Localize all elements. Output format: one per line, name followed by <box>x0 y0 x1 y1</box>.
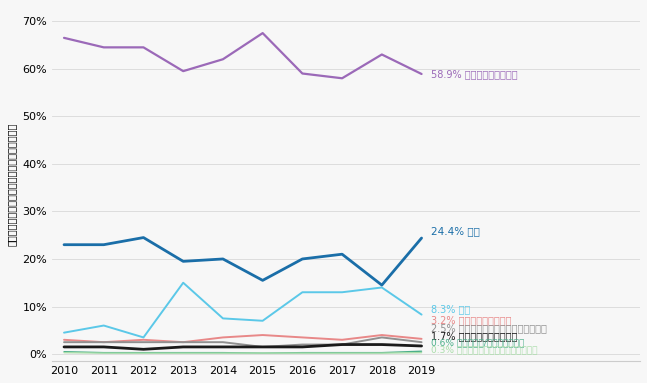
Text: 3.2% 西班牙裔，任何种族: 3.2% 西班牙裔，任何种族 <box>432 315 512 325</box>
Text: 0.6% 美国原住民/太平洋岛民成员: 0.6% 美国原住民/太平洋岛民成员 <box>432 339 525 348</box>
Text: 58.9% 白色（非西班牙裔）: 58.9% 白色（非西班牙裔） <box>432 69 518 79</box>
Text: 0.3% 美国印第安人成员（非西班牙裔）: 0.3% 美国印第安人成员（非西班牙裔） <box>432 346 538 355</box>
Text: 1.7% 多种族（非西班牙裔）: 1.7% 多种族（非西班牙裔） <box>432 331 518 341</box>
Text: 2.5% 黑人或非裔美国人（非西班牙裔）: 2.5% 黑人或非裔美国人（非西班牙裔） <box>432 323 547 333</box>
Text: 24.4% 亚裔: 24.4% 亚裔 <box>432 226 480 236</box>
Text: 8.3% 未知: 8.3% 未知 <box>432 304 471 314</box>
Y-axis label: 新的计算机博士，美国居民（占总数的百分比）: 新的计算机博士，美国居民（占总数的百分比） <box>7 123 17 246</box>
